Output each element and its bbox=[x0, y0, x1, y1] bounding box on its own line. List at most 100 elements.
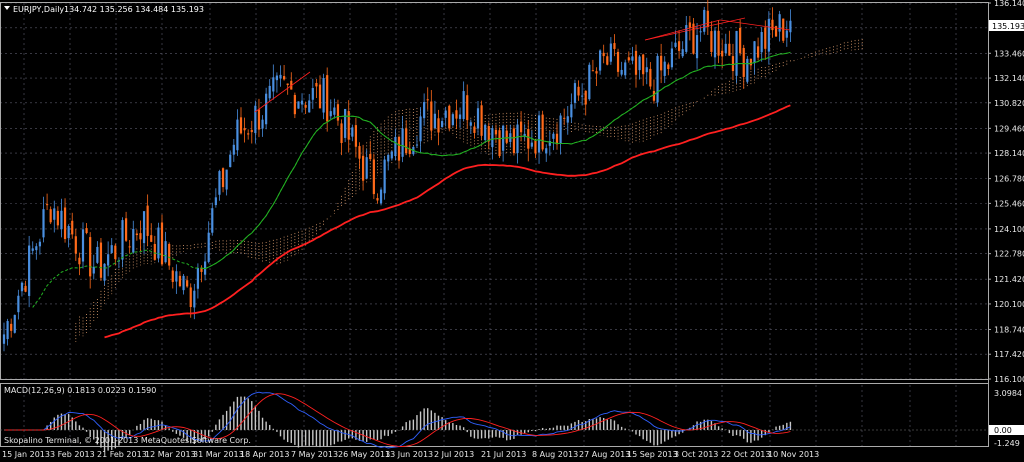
candle-body bbox=[56, 210, 59, 226]
candle-body bbox=[771, 19, 774, 31]
candle-body bbox=[595, 71, 598, 74]
candle-body bbox=[182, 275, 185, 291]
candle-body bbox=[96, 246, 99, 263]
candle-body bbox=[667, 64, 670, 70]
candle-body bbox=[207, 232, 210, 262]
candle-body bbox=[742, 47, 745, 77]
macd-axis: 3.0984 0.00 -1.249 bbox=[989, 389, 1024, 448]
candle-body bbox=[674, 42, 677, 47]
macd-label: MACD(12,26,9) 0.1813 0.0223 0.1590 bbox=[4, 386, 156, 395]
candle-body bbox=[103, 263, 106, 281]
candle-body bbox=[394, 136, 397, 157]
candle-body bbox=[789, 20, 792, 33]
candle-body bbox=[415, 144, 419, 146]
symbol-dropdown-icon[interactable] bbox=[4, 6, 10, 10]
time-axis-label: 15 Jan 2013 bbox=[2, 450, 50, 459]
candle-body bbox=[358, 146, 361, 159]
macd-indicator bbox=[0, 391, 988, 452]
current-price-badge: 135.193 bbox=[989, 20, 1024, 31]
candle-body bbox=[645, 67, 648, 73]
candle-body bbox=[512, 128, 516, 154]
candle-body bbox=[624, 62, 627, 76]
candle-body bbox=[584, 90, 587, 105]
candle-body bbox=[613, 43, 616, 49]
price-axis-tick: 120.100 bbox=[994, 300, 1024, 309]
candle-body bbox=[322, 78, 325, 113]
candle-body bbox=[17, 295, 20, 313]
candle-body bbox=[286, 83, 289, 85]
candle-body bbox=[28, 245, 31, 296]
candle-body bbox=[731, 56, 735, 72]
candle-body bbox=[171, 270, 174, 282]
candle-body bbox=[444, 110, 447, 118]
price-axis-tick: 130.820 bbox=[994, 99, 1024, 108]
candle-body bbox=[218, 171, 221, 195]
candle-body bbox=[498, 130, 501, 157]
time-axis-label: 21 Jul 2013 bbox=[481, 450, 526, 459]
candle-body bbox=[484, 124, 487, 141]
candle-body bbox=[168, 243, 171, 266]
price-axis-tick: 124.100 bbox=[994, 225, 1024, 234]
candle-body bbox=[620, 69, 623, 75]
candle-body bbox=[63, 207, 67, 240]
candle-body bbox=[581, 95, 584, 97]
candle-body bbox=[559, 115, 562, 144]
candle-body bbox=[261, 119, 264, 129]
candle-body bbox=[164, 241, 167, 263]
candle-body bbox=[577, 86, 580, 96]
symbol-label: EURJPY,Daily bbox=[13, 5, 64, 14]
copyright-text: Skopalino Terminal, © 2001-2013 MetaQuot… bbox=[4, 436, 251, 445]
candle-body bbox=[717, 30, 720, 56]
candle-body bbox=[706, 10, 709, 28]
price-axis-tick: 133.460 bbox=[994, 49, 1024, 58]
candle-body bbox=[311, 88, 314, 100]
candle-body bbox=[186, 280, 189, 287]
candle-body bbox=[247, 133, 250, 135]
time-axis-label: 3 Feb 2013 bbox=[50, 450, 95, 459]
candle-body bbox=[175, 271, 178, 282]
candle-body bbox=[430, 101, 433, 131]
candle-body bbox=[401, 128, 404, 157]
macd-main-line bbox=[4, 391, 791, 449]
candle-body bbox=[189, 287, 192, 308]
candle-body bbox=[351, 127, 354, 137]
candle-body bbox=[383, 159, 386, 194]
time-axis-label: 3 Oct 2013 bbox=[674, 450, 718, 459]
time-axis-label: 10 Nov 2013 bbox=[768, 450, 819, 459]
candle-body bbox=[469, 122, 472, 126]
candle-body bbox=[681, 49, 684, 57]
candle-body bbox=[297, 101, 300, 109]
candle-body bbox=[767, 18, 770, 52]
candle-body bbox=[746, 58, 749, 82]
trendline bbox=[644, 19, 721, 41]
candle-body bbox=[782, 18, 785, 41]
candle-body bbox=[142, 211, 146, 244]
candle-body bbox=[121, 220, 124, 260]
candle-body bbox=[433, 113, 437, 129]
candle-body bbox=[476, 108, 480, 129]
candle-body bbox=[229, 154, 232, 168]
candle-body bbox=[663, 61, 666, 76]
candle-body bbox=[53, 208, 56, 220]
candle-body bbox=[462, 91, 465, 120]
candle-body bbox=[638, 56, 641, 71]
candle-body bbox=[379, 189, 383, 204]
candle-body bbox=[437, 118, 440, 133]
candle-body bbox=[340, 123, 343, 143]
candle-body bbox=[652, 90, 656, 101]
time-axis-label: 15 Sep 2013 bbox=[627, 450, 678, 459]
candle-body bbox=[265, 93, 268, 125]
candle-body bbox=[713, 30, 717, 58]
candle-body bbox=[196, 268, 200, 289]
macd-signal-line bbox=[4, 393, 791, 447]
candle-body bbox=[570, 104, 573, 118]
candle-body bbox=[760, 32, 763, 53]
candle-body bbox=[275, 75, 279, 81]
candle-body bbox=[448, 105, 451, 129]
candle-body bbox=[516, 124, 519, 153]
candle-body bbox=[685, 25, 688, 52]
candle-body bbox=[372, 159, 375, 195]
candle-body bbox=[606, 56, 609, 65]
candle-body bbox=[99, 242, 103, 278]
